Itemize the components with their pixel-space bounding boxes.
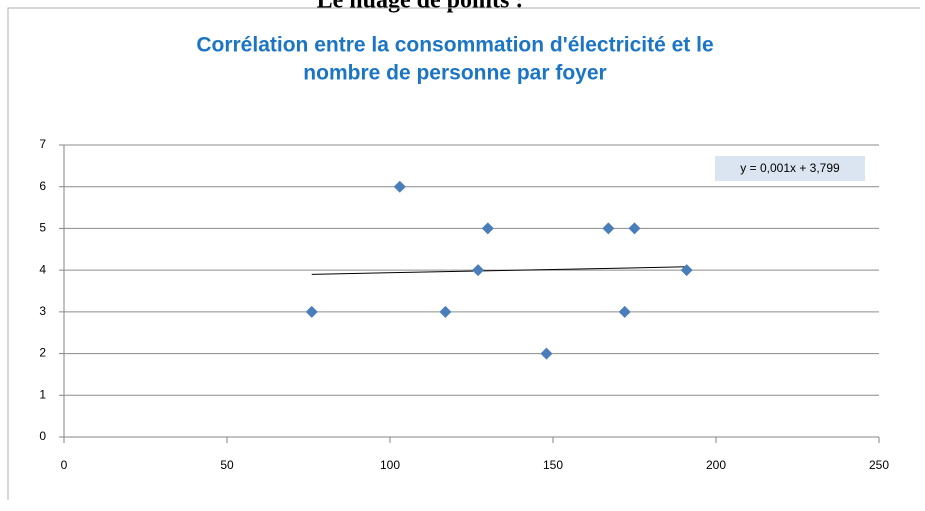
y-tick-label: 0 — [39, 429, 46, 443]
point — [602, 222, 615, 235]
chart-border — [7, 7, 920, 500]
y-tick-label: 1 — [39, 387, 46, 401]
y-tick-label: 2 — [39, 346, 46, 360]
point — [439, 305, 452, 318]
y-tick-label: 4 — [39, 262, 46, 276]
y-tick-label: 5 — [39, 221, 46, 235]
point — [618, 305, 631, 318]
page-heading: Le nuage de points : — [317, 0, 524, 14]
chart-title: nombre de personne par foyer — [303, 62, 606, 85]
x-tick-label: 250 — [869, 458, 889, 472]
y-tick-label: 7 — [39, 137, 46, 151]
point — [393, 180, 406, 193]
point — [305, 305, 318, 318]
y-tick-label: 3 — [39, 304, 46, 318]
x-tick-label: 200 — [706, 458, 726, 472]
point — [481, 222, 494, 235]
x-tick-label: 0 — [61, 458, 68, 472]
point — [472, 264, 485, 277]
chart-title: Corrélation entre la consommation d'élec… — [196, 34, 713, 57]
equation-box — [715, 156, 865, 181]
trendline — [311, 266, 687, 275]
point — [628, 222, 641, 235]
x-tick-label: 150 — [543, 458, 563, 472]
equation-label: y = 0,001x + 3,799 — [740, 161, 840, 175]
y-tick-label: 6 — [39, 179, 46, 193]
x-tick-label: 100 — [380, 458, 400, 472]
point — [680, 264, 693, 277]
x-tick-label: 50 — [220, 458, 234, 472]
point — [540, 347, 553, 360]
